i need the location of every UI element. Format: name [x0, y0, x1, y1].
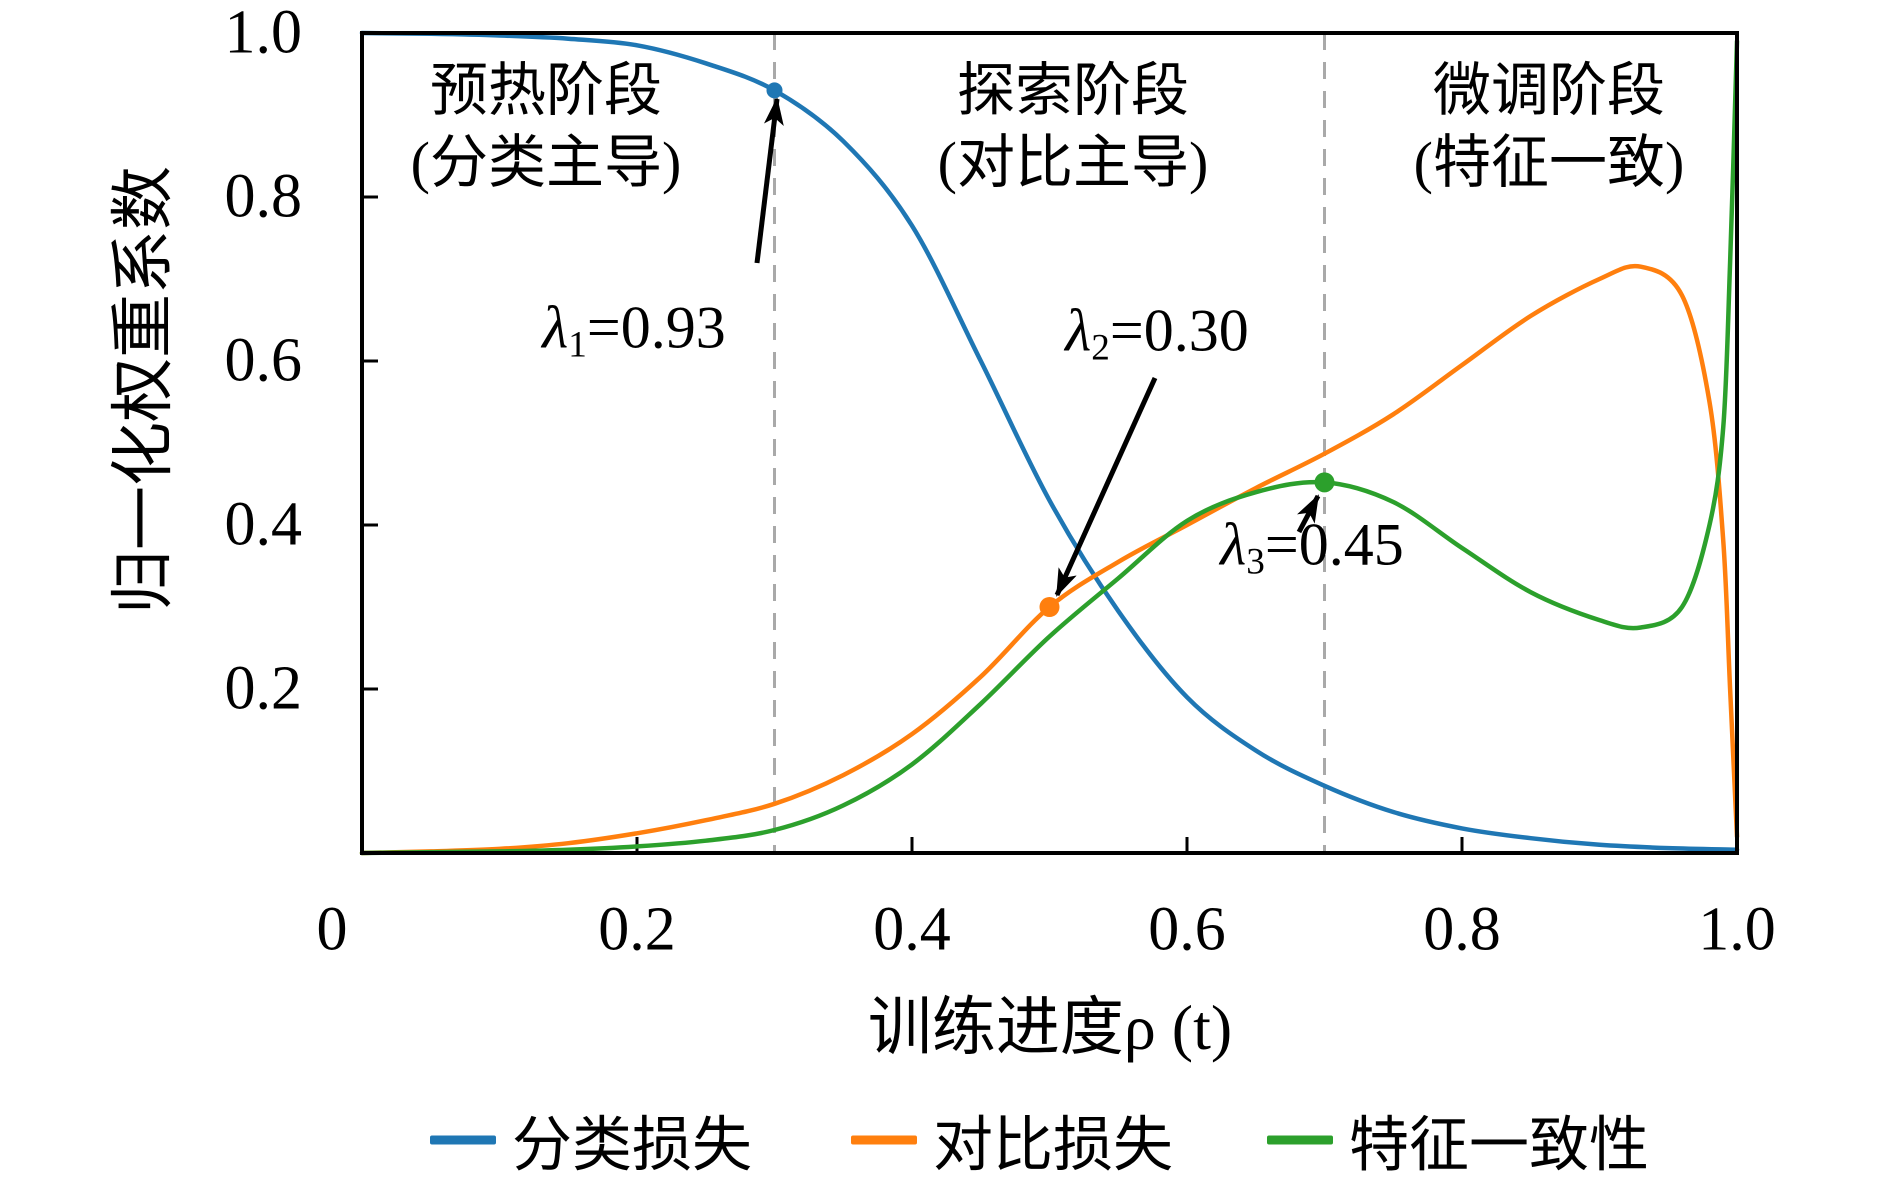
marker-dot-2	[1039, 597, 1060, 617]
phase-finetune-line2: (特征一致)	[1413, 130, 1685, 195]
y-axis-title: 归一化权重系数	[108, 166, 179, 614]
lambda2-subscript: 2	[1091, 327, 1110, 369]
legend-label: 特征一致性	[1349, 1112, 1649, 1179]
marker-dot-3	[1314, 472, 1335, 493]
annotation-arrow-2	[1054, 376, 1158, 597]
legend-swatch-icon	[851, 1135, 917, 1145]
phase-finetune-line1: 微调阶段	[1432, 58, 1665, 123]
legend-item-1: 对比损失	[851, 1097, 1173, 1183]
phase-explore-line2: (对比主导)	[937, 130, 1209, 195]
x-tick-label-0.8: 0.8	[1423, 895, 1501, 964]
legend-swatch-icon	[430, 1135, 496, 1145]
x-tick-label-0.6: 0.6	[1148, 895, 1226, 964]
annotation-arrow-1	[754, 97, 784, 264]
legend-label: 对比损失	[933, 1112, 1173, 1179]
series-curve-1	[359, 263, 1740, 856]
plot-frame	[360, 31, 1739, 855]
annotation-lambda2: λ2=0.30	[1065, 296, 1248, 369]
y-tick-label-1.0: 1.0	[224, 0, 303, 67]
phase-label-warmup: 预热阶段 (分类主导)	[236, 55, 856, 199]
legend-swatch-icon	[1267, 1135, 1333, 1145]
annotation-lambda1: λ1=0.93	[542, 293, 725, 366]
lambda3-subscript: 3	[1246, 541, 1265, 583]
lambda1-symbol: λ	[542, 294, 569, 361]
phase-label-finetune: 微调阶段 (特征一致)	[1239, 55, 1859, 199]
lambda3-symbol: λ	[1220, 511, 1247, 578]
lambda2-value: =0.30	[1109, 297, 1249, 364]
y-tick-label-0.8: 0.8	[224, 162, 303, 231]
x-tick-label-0: 0	[316, 895, 348, 964]
lambda3-value: =0.45	[1264, 511, 1404, 578]
y-tick-label-0.4: 0.4	[224, 490, 303, 559]
legend-label: 分类损失	[512, 1112, 752, 1179]
phase-label-explore: 探索阶段 (对比主导)	[763, 55, 1383, 199]
x-axis-title: 训练进度ρ (t)	[867, 992, 1233, 1063]
series-curve-0	[359, 30, 1740, 852]
y-tick-label-0.2: 0.2	[224, 654, 303, 723]
x-tick-label-0.2: 0.2	[598, 895, 676, 964]
phase-explore-line1: 探索阶段	[956, 58, 1189, 123]
y-tick-label-0.6: 0.6	[224, 326, 303, 395]
lambda1-subscript: 1	[568, 324, 587, 366]
legend-item-0: 分类损失	[430, 1097, 752, 1183]
annotation-arrow-3	[1296, 494, 1321, 534]
annotation-lambda3: λ3=0.45	[1220, 510, 1403, 583]
phase-warmup-line1: 预热阶段	[429, 58, 662, 123]
marker-dot-1	[766, 82, 783, 99]
x-tick-label-1.0: 1.0	[1698, 895, 1776, 964]
series-curve-2	[359, 38, 1740, 856]
lambda2-symbol: λ	[1065, 297, 1092, 364]
x-tick-label-0.4: 0.4	[873, 895, 951, 964]
legend-item-2: 特征一致性	[1267, 1097, 1649, 1183]
phase-warmup-line2: (分类主导)	[410, 130, 682, 195]
lambda1-value: =0.93	[586, 294, 726, 361]
